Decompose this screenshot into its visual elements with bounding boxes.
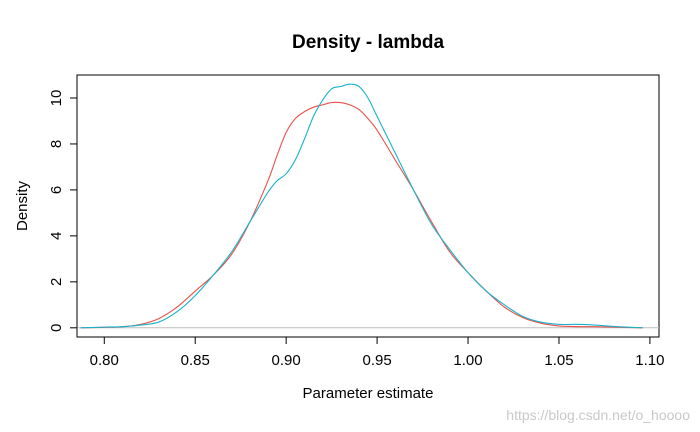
y-tick-label: 8	[48, 140, 65, 148]
x-tick-label: 0.85	[181, 352, 210, 369]
chart-title: Density - lambda	[292, 32, 444, 53]
y-tick-label: 4	[48, 232, 65, 240]
x-axis: 0.80 0.85 0.90 0.95 1.00 1.05 1.10	[90, 336, 665, 369]
y-tick-label: 10	[48, 90, 65, 107]
x-tick-label: 0.95	[362, 352, 391, 369]
density-line-chain-red	[80, 101, 643, 329]
x-tick-label: 0.80	[90, 352, 119, 369]
series-layer	[80, 83, 643, 329]
y-tick-label: 2	[48, 278, 65, 286]
watermark: https://blog.csdn.net/o_hoooo	[506, 407, 690, 423]
y-axis: 0 2 4 6 8 10	[48, 90, 78, 332]
x-tick-label: 1.00	[453, 352, 482, 369]
y-tick-label: 0	[48, 324, 65, 332]
y-tick-label: 6	[48, 186, 65, 194]
x-tick-label: 1.10	[635, 352, 664, 369]
x-tick-label: 0.90	[272, 352, 301, 369]
x-tick-label: 1.05	[544, 352, 573, 369]
y-axis-label: Density	[14, 180, 31, 231]
x-axis-label: Parameter estimate	[303, 385, 434, 402]
density-line-chain-cyan	[80, 83, 643, 329]
